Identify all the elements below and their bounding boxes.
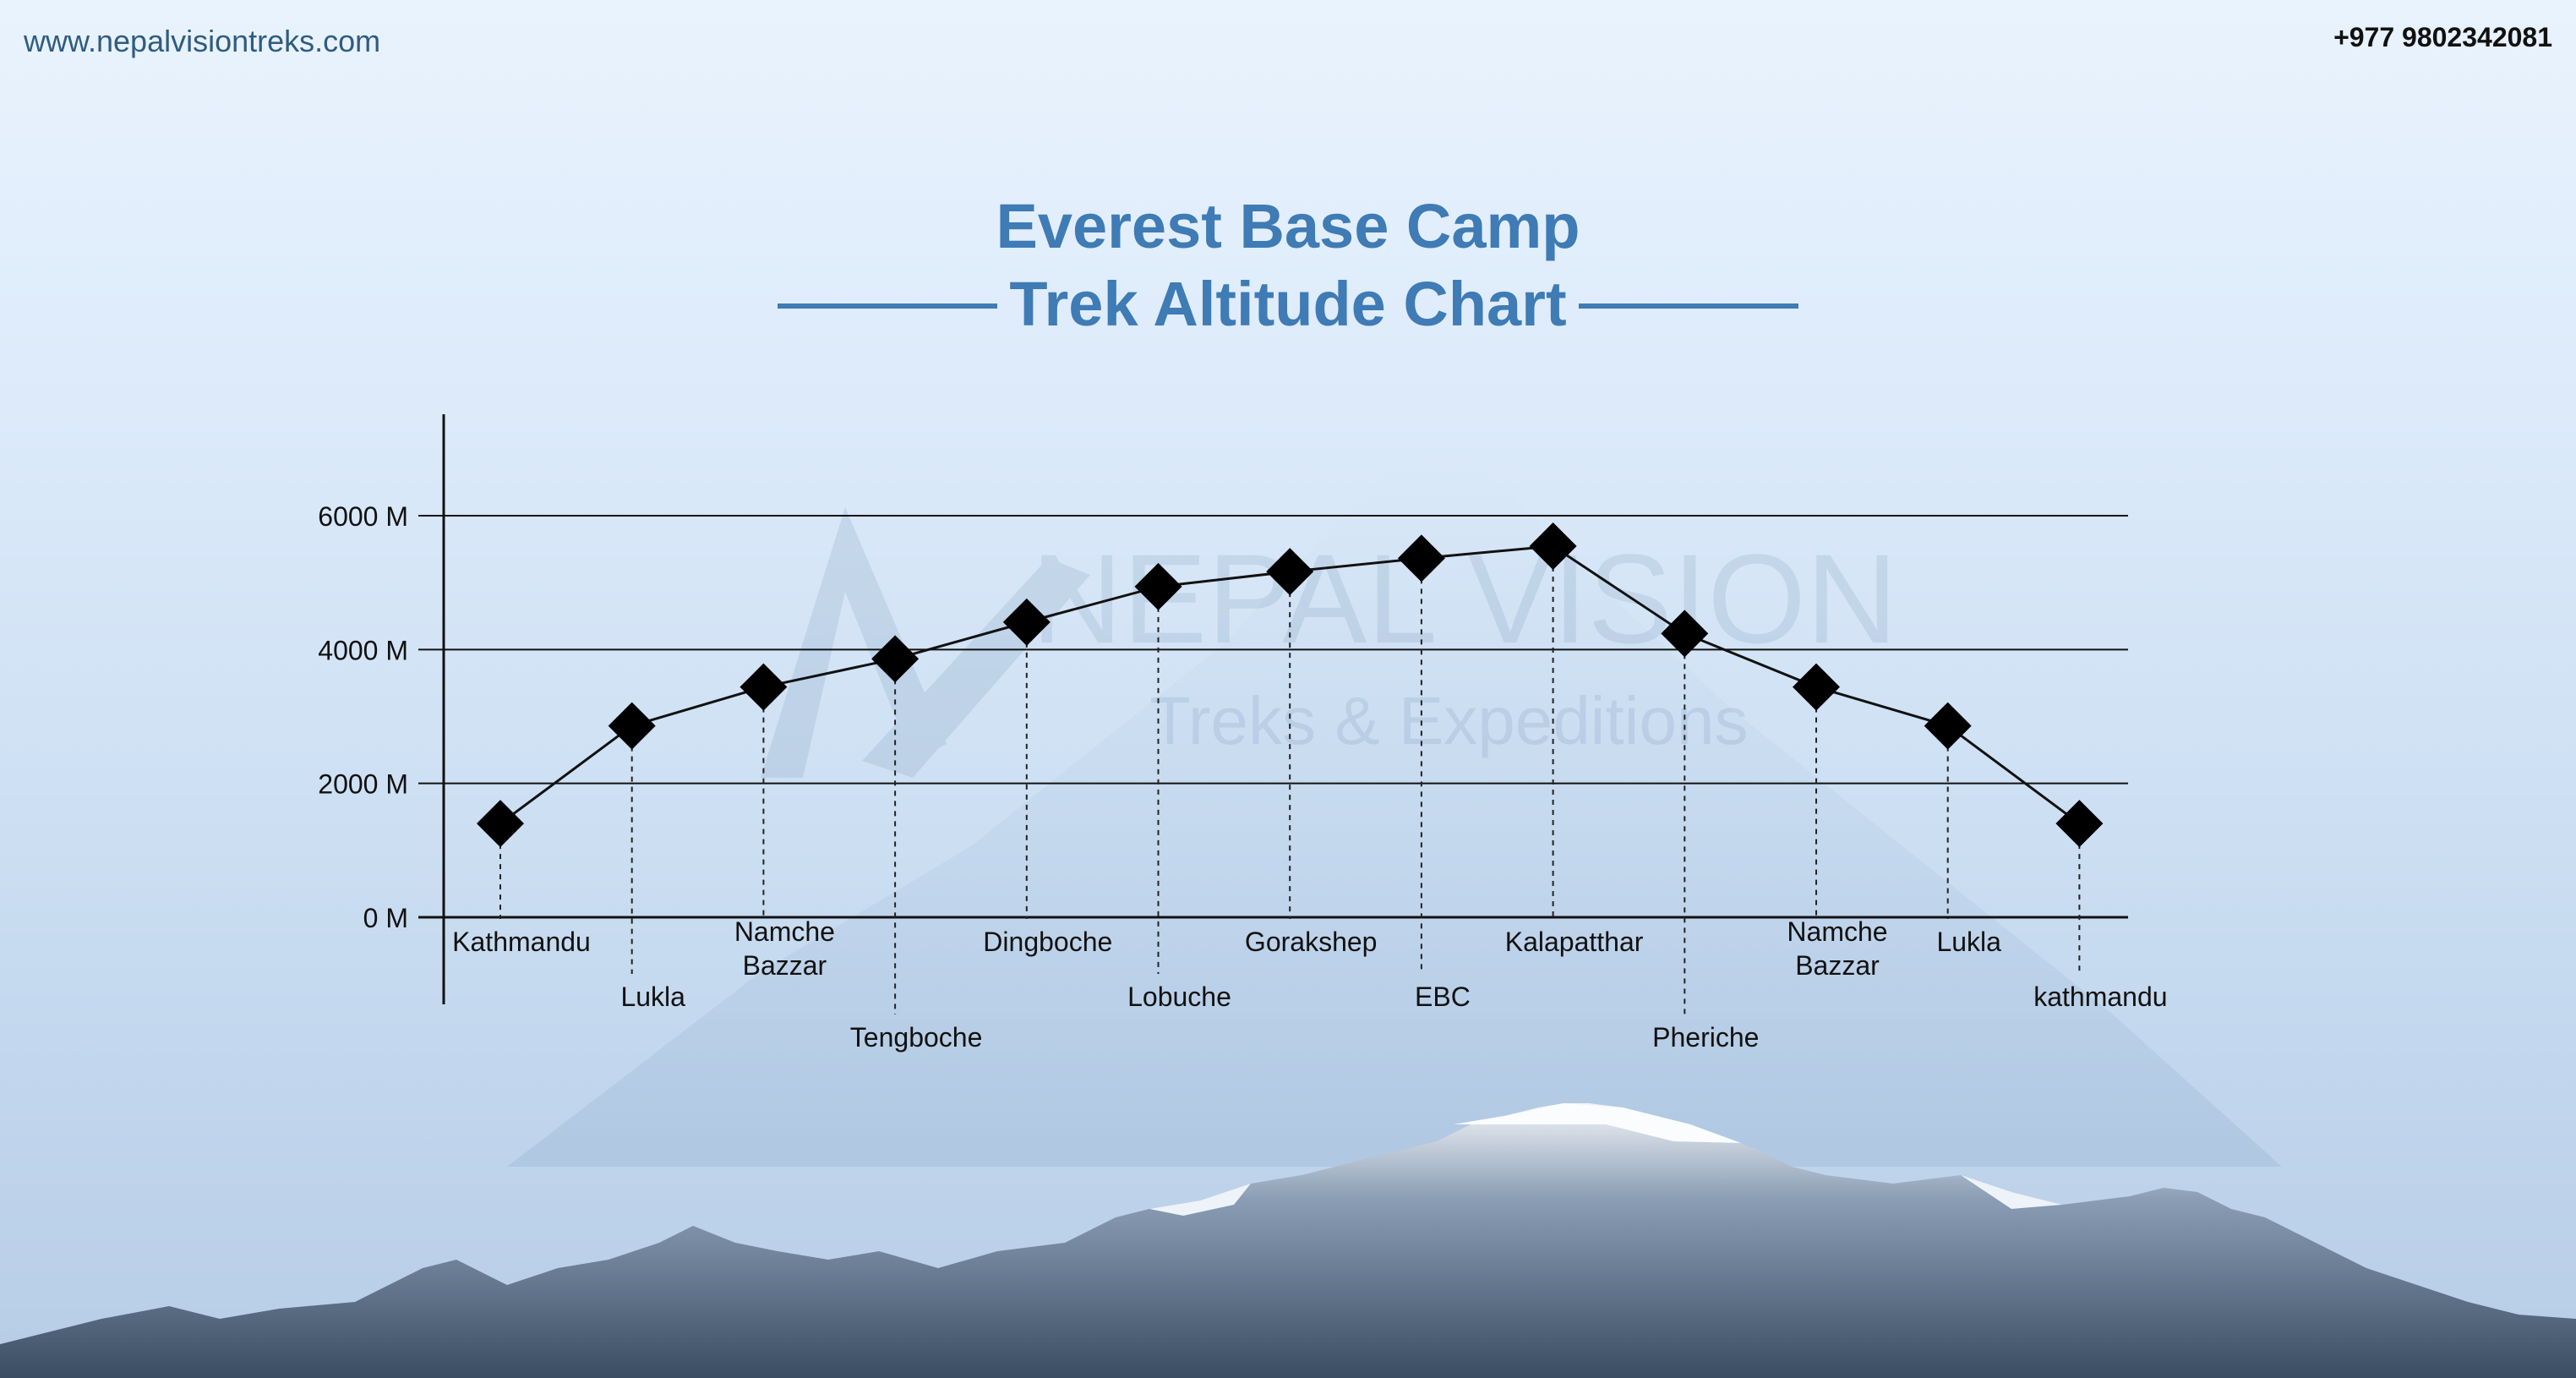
- watermark-brand: NEPAL VISION: [1031, 528, 1897, 670]
- x-tick-label: Lukla: [620, 982, 685, 1012]
- y-tick-label: 6000 M: [318, 501, 408, 532]
- chart-title-row: Trek Altitude Chart: [0, 265, 2576, 343]
- data-point-marker: [1002, 598, 1051, 646]
- data-point-marker: [1793, 663, 1840, 711]
- x-tick-label: Gorakshep: [1245, 927, 1378, 957]
- x-tick-label: Pheriche: [1652, 1022, 1759, 1053]
- x-tick-label: Lobuche: [1127, 982, 1231, 1012]
- title-rule-right: [1578, 303, 1798, 309]
- x-tick-label: Kathmandu: [452, 927, 591, 957]
- data-point-marker: [1661, 610, 1709, 658]
- x-tick-label: kathmandu: [2033, 982, 2167, 1012]
- x-tick-label: Namche Bazzar: [1787, 916, 1887, 981]
- chart-title-line2: Trek Altitude Chart: [1009, 269, 1567, 339]
- data-point-marker: [1266, 548, 1314, 596]
- x-tick-label: Namche Bazzar: [734, 916, 835, 981]
- x-tick-label: Lukla: [1936, 927, 2001, 957]
- watermark-tagline: Treks & Expeditions: [1149, 683, 1748, 758]
- data-point-marker: [477, 800, 524, 848]
- data-point-marker: [740, 663, 788, 711]
- data-point-marker: [1924, 702, 1972, 750]
- data-point-marker: [2055, 800, 2104, 848]
- data-point-marker: [871, 635, 920, 683]
- x-tick-label: EBC: [1415, 982, 1471, 1012]
- data-point-marker: [1134, 562, 1182, 610]
- chart-title-line1: Everest Base Camp: [996, 191, 1580, 261]
- chart-title: Everest Base Camp Trek Altitude Chart: [0, 188, 2576, 343]
- x-tick-label: Kalapatthar: [1505, 927, 1644, 957]
- website-link[interactable]: www.nepalvisiontreks.com: [24, 24, 381, 58]
- title-rule-left: [778, 303, 998, 309]
- data-point-marker: [1397, 534, 1445, 582]
- phone-number[interactable]: +977 9802342081: [2333, 22, 2552, 52]
- x-tick-label: Tengboche: [850, 1022, 983, 1053]
- data-point-marker: [1529, 522, 1577, 571]
- data-point-marker: [608, 702, 656, 750]
- y-tick-label: 4000 M: [318, 635, 408, 665]
- y-tick-label: 0 M: [363, 903, 408, 933]
- y-tick-label: 2000 M: [318, 769, 408, 800]
- x-tick-label: Dingboche: [983, 927, 1112, 957]
